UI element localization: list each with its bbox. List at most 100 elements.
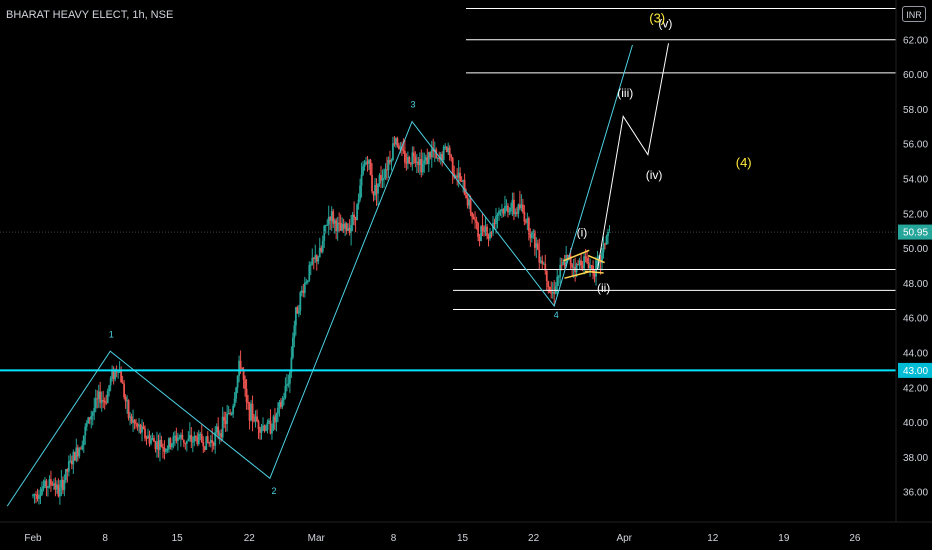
candle-body bbox=[481, 226, 484, 231]
candle-body bbox=[392, 143, 394, 161]
candle-body bbox=[515, 212, 518, 214]
candle-body bbox=[348, 227, 351, 233]
candle-body bbox=[486, 226, 488, 236]
candle-body bbox=[466, 198, 469, 206]
candle-body bbox=[108, 385, 111, 392]
candle-body bbox=[120, 370, 123, 383]
flag-line-1 bbox=[564, 270, 592, 279]
x-tick-label: Feb bbox=[24, 533, 42, 544]
candle-body bbox=[502, 209, 505, 214]
candle-body bbox=[260, 427, 263, 433]
candle-body bbox=[499, 210, 502, 212]
candle-body bbox=[350, 224, 353, 233]
candle-body bbox=[584, 256, 587, 258]
candle-body bbox=[173, 435, 176, 437]
candle-body bbox=[209, 440, 212, 443]
candle-body bbox=[465, 194, 468, 199]
candle-body bbox=[238, 360, 241, 376]
candle-body bbox=[105, 402, 108, 404]
candle-body bbox=[84, 426, 87, 436]
candle-body bbox=[532, 231, 535, 233]
candle-body bbox=[211, 440, 214, 443]
wave-label: 4 bbox=[554, 310, 559, 320]
candle-body bbox=[339, 222, 342, 231]
candle-body bbox=[294, 307, 297, 326]
y-tick-label: 50.00 bbox=[903, 244, 928, 255]
currency-badge[interactable]: INR bbox=[902, 6, 926, 22]
x-tick-label: 8 bbox=[102, 533, 108, 544]
candle-body bbox=[165, 449, 167, 452]
candle-body bbox=[306, 280, 309, 282]
candle-body bbox=[250, 403, 252, 421]
candle-body bbox=[160, 439, 163, 447]
candle-body bbox=[212, 442, 215, 446]
candle-body bbox=[332, 211, 335, 224]
wave-label: 2 bbox=[272, 486, 277, 496]
candle-body bbox=[372, 191, 375, 196]
candle-body bbox=[305, 281, 308, 283]
x-tick-label: Mar bbox=[308, 533, 326, 544]
candle-body bbox=[103, 400, 106, 403]
candle-body bbox=[50, 479, 52, 485]
x-tick-label: 15 bbox=[172, 533, 184, 544]
candle-body bbox=[595, 260, 597, 277]
candle-body bbox=[182, 439, 185, 443]
candle-body bbox=[403, 150, 406, 163]
candle-body bbox=[374, 184, 376, 196]
candle-body bbox=[256, 416, 258, 422]
candle-body bbox=[248, 403, 251, 421]
candle-body bbox=[162, 446, 164, 448]
candle-body bbox=[283, 397, 285, 400]
candle-body bbox=[409, 163, 412, 165]
candle-body bbox=[354, 217, 357, 221]
candle-body bbox=[48, 479, 51, 487]
x-tick-label: 22 bbox=[528, 533, 540, 544]
candle-body bbox=[53, 483, 55, 486]
candle-body bbox=[418, 159, 421, 165]
candle-body bbox=[417, 161, 420, 165]
candle-body bbox=[559, 264, 562, 277]
candle-body bbox=[90, 415, 93, 420]
wave-label: 3 bbox=[411, 100, 416, 110]
candle-body bbox=[291, 337, 294, 358]
candle-body bbox=[217, 426, 220, 436]
candle-body bbox=[569, 255, 572, 265]
sub-wave-label: (iii) bbox=[617, 86, 633, 100]
candle-body bbox=[257, 421, 260, 430]
candle-body bbox=[581, 265, 584, 269]
candle-body bbox=[450, 155, 453, 158]
candle-body bbox=[281, 399, 284, 407]
candle-body bbox=[387, 159, 390, 171]
candle-body bbox=[309, 264, 312, 266]
candle-body bbox=[441, 154, 444, 161]
candle-body bbox=[442, 146, 445, 161]
candle-body bbox=[163, 447, 166, 452]
candle-body bbox=[135, 423, 137, 425]
candle-body bbox=[100, 400, 103, 403]
candle-body bbox=[384, 169, 387, 178]
y-tick-label: 52.00 bbox=[903, 209, 928, 220]
candle-body bbox=[453, 173, 456, 177]
candle-body bbox=[172, 436, 175, 444]
candle-body bbox=[121, 382, 124, 384]
candle-body bbox=[181, 434, 184, 440]
x-tick-label: Apr bbox=[616, 533, 632, 544]
candle-body bbox=[45, 480, 48, 488]
candle-body bbox=[87, 417, 90, 424]
candle-body bbox=[381, 178, 384, 181]
candle-body bbox=[133, 420, 136, 424]
candle-body bbox=[439, 154, 442, 160]
candle-body bbox=[244, 379, 246, 389]
last-price-label: 50.95 bbox=[903, 228, 928, 239]
candle-body bbox=[511, 199, 514, 208]
candle-body bbox=[524, 221, 527, 223]
candle-body bbox=[430, 149, 433, 158]
candle-body bbox=[32, 494, 34, 496]
major-wave-label: (4) bbox=[736, 155, 752, 170]
candle-body bbox=[521, 204, 524, 212]
candle-body bbox=[341, 223, 344, 231]
candle-body bbox=[333, 220, 336, 224]
candle-body bbox=[338, 222, 341, 224]
candle-body bbox=[169, 438, 172, 448]
